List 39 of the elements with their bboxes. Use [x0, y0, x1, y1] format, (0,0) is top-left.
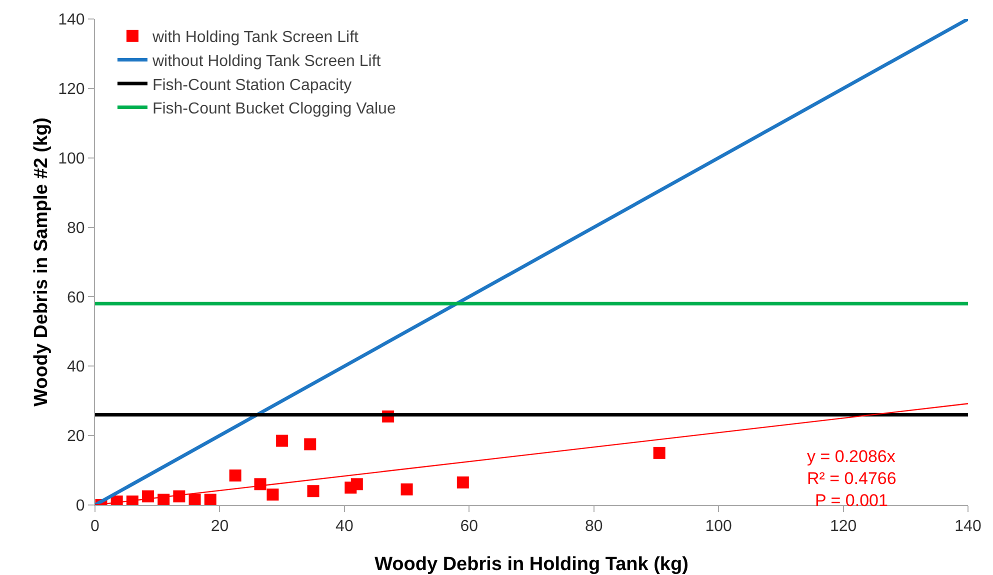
annotation: P = 0.001: [815, 491, 888, 510]
point: [229, 469, 242, 482]
point: [350, 478, 363, 490]
annotation: y = 0.2086x: [807, 447, 896, 466]
y-tick-label: 140: [58, 12, 85, 29]
x-tick-label: 20: [210, 518, 229, 536]
point: [254, 478, 266, 490]
y-tick-label: 0: [76, 498, 85, 515]
x-tick-label: 120: [830, 518, 857, 536]
point: [188, 494, 201, 505]
y-tick-label: 20: [67, 428, 85, 446]
point: [304, 438, 316, 450]
x-axis-title: Woody Debris in Holding Tank (kg): [374, 554, 688, 575]
y-tick-label: 60: [67, 289, 85, 306]
legend-label: with Holding Tank Screen Lift: [151, 29, 360, 46]
point: [456, 476, 469, 488]
y-axis-title: Woody Debris in Sample #2 (kg): [31, 118, 52, 406]
x-tick-label: 40: [336, 518, 354, 536]
point: [142, 490, 154, 502]
point: [173, 490, 186, 502]
y-tick-label: 80: [67, 220, 85, 237]
annotation: R² = 0.4766: [807, 469, 896, 488]
x-tick-label: 140: [954, 518, 982, 536]
point: [307, 485, 320, 498]
legend-label: without Holding Tank Screen Lift: [151, 52, 382, 70]
y-tick-label: 100: [58, 150, 85, 168]
point: [400, 483, 413, 496]
x-tick-label: 100: [705, 518, 732, 536]
point: [204, 494, 216, 505]
y-tick-label: 120: [58, 81, 85, 98]
point: [266, 488, 279, 501]
point: [653, 446, 666, 459]
point: [276, 434, 288, 447]
legend-label: Fish-Count Bucket Clogging Value: [152, 100, 396, 118]
x-tick-label: 60: [460, 518, 478, 536]
legend-label: Fish-Count Station Capacity: [152, 76, 352, 94]
y-tick-label: 40: [67, 358, 85, 376]
x-tick-label: 80: [584, 518, 603, 536]
x-tick-label: 0: [90, 518, 100, 536]
